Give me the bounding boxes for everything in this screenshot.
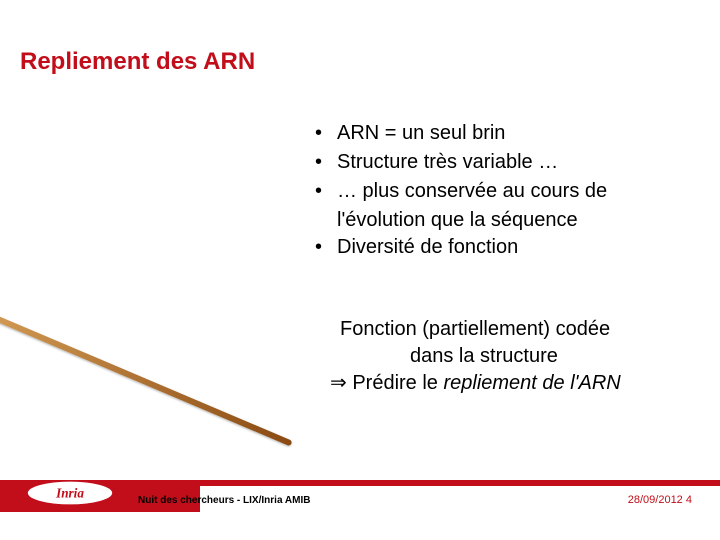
footer-red-line xyxy=(200,480,720,486)
conclusion-block: Fonction (partiellement) codée dans la s… xyxy=(330,316,710,397)
slide-title: Repliement des ARN xyxy=(20,48,255,76)
bullet-list: ARN = un seul brin Structure très variab… xyxy=(315,120,695,263)
date-text: 28/09/2012 xyxy=(628,494,683,506)
conclusion-emphasis: repliement xyxy=(443,372,536,394)
conclusion-text: Prédire le xyxy=(352,372,443,394)
slide: Repliement des ARN ARN = un seul brin St… xyxy=(0,0,720,540)
bullet-item: Structure très variable … xyxy=(315,149,695,176)
conclusion-line: Fonction (partiellement) codée xyxy=(330,316,710,343)
decorative-stick xyxy=(0,300,293,446)
page-number: 4 xyxy=(686,494,692,506)
bullet-text: ARN = un seul brin xyxy=(337,122,505,144)
footer-affiliation: LIX/Inria AMIB xyxy=(243,495,310,506)
footer-separator: - xyxy=(234,495,243,506)
footer-date: 28/09/2012 4 xyxy=(628,494,692,506)
footer-text: Nuit des chercheurs - LIX/Inria AMIB xyxy=(138,495,310,506)
bullet-continuation: l'évolution que la séquence xyxy=(315,207,695,234)
footer-event: Nuit des chercheurs xyxy=(138,495,234,506)
bullet-text: … plus conservée au cours de xyxy=(337,180,607,202)
bullet-text: Structure très variable … xyxy=(337,151,558,173)
svg-text:Inria: Inria xyxy=(55,485,84,500)
bullet-item: Diversité de fonction xyxy=(315,234,695,261)
inria-logo: Inria xyxy=(26,479,114,507)
bullet-item: ARN = un seul brin xyxy=(315,120,695,147)
arrow-icon: ⇒ xyxy=(330,372,347,394)
conclusion-line: ⇒ Prédire le repliement de l'ARN xyxy=(330,370,710,397)
bullet-item: … plus conservée au cours de xyxy=(315,178,695,205)
conclusion-text: de l'ARN xyxy=(537,372,621,394)
conclusion-line: dans la structure xyxy=(330,343,710,370)
bullet-text: Diversité de fonction xyxy=(337,236,518,258)
